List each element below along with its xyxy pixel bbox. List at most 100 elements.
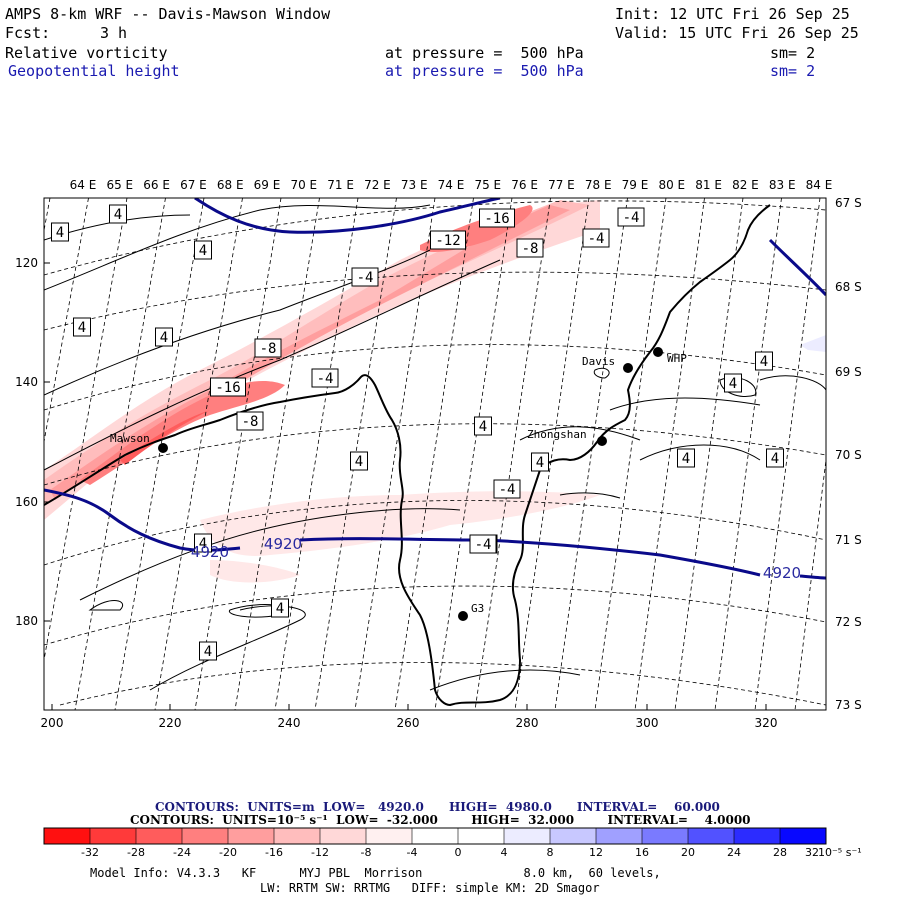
- lat-lon-graticule: [44, 198, 826, 710]
- colorbar-label: -8: [360, 846, 372, 859]
- station-marker: [597, 436, 607, 446]
- field1-level: at pressure = 500 hPa: [385, 44, 584, 62]
- vort-label: -4: [623, 210, 640, 226]
- meridian-line: [394, 198, 474, 710]
- vort-label-box: [109, 204, 127, 224]
- stations: Mawson Davis WHP Zhongshan G3: [110, 347, 687, 621]
- colorbar-label: 28: [773, 846, 787, 859]
- vort-label-box: [350, 451, 368, 471]
- vort-label-box: [254, 338, 282, 358]
- lon-label: 67 E: [180, 178, 207, 192]
- colorbar-swatch: [228, 828, 275, 844]
- lon-label: 66 E: [143, 178, 170, 192]
- colorbar-swatch: [274, 828, 321, 844]
- meridian-line: [44, 198, 128, 663]
- vort-label: 4: [78, 320, 86, 336]
- vort-label-box: [199, 641, 217, 661]
- colorbar-swatch: [504, 828, 551, 844]
- station-label: G3: [471, 602, 484, 615]
- x-tick-label: 240: [278, 716, 301, 730]
- meridian-line: [194, 198, 282, 710]
- colorbar-swatch: [44, 828, 91, 844]
- colorbar-unit: 10⁻⁵ s⁻¹: [818, 846, 862, 859]
- meridian-line: [634, 198, 705, 710]
- meridian-line: [434, 198, 513, 710]
- coastline: [44, 204, 771, 707]
- model-info-line1: Model Info: V4.3.3 KF MYJ PBL Morrison 8…: [90, 866, 661, 880]
- vort-label: -12: [435, 233, 460, 249]
- meridian-line: [594, 198, 667, 710]
- vort-label: 4: [682, 451, 690, 467]
- colorbar-label: 32: [805, 846, 819, 859]
- station-label: Davis: [582, 355, 615, 368]
- colorbar-label: 4: [500, 846, 508, 859]
- lon-label: 64 E: [70, 178, 97, 192]
- lon-label: 71 E: [327, 178, 354, 192]
- meridian-line: [714, 198, 782, 710]
- meridian-line: [44, 198, 89, 444]
- height-label: 4920: [763, 564, 801, 582]
- vort-label: -8: [260, 341, 277, 357]
- colorbar-swatch: [596, 828, 643, 844]
- lon-label: 78 E: [585, 178, 612, 192]
- vort-label-box: [73, 317, 91, 337]
- station-marker: [623, 363, 633, 373]
- vort-label-box: [766, 448, 784, 468]
- colorbar-label: -12: [311, 846, 329, 859]
- x-tick-label: 200: [41, 716, 64, 730]
- colorbar-swatch: [320, 828, 367, 844]
- lat-label: 68 S: [835, 280, 862, 294]
- colorbar-swatch: [366, 828, 413, 844]
- lon-label: 69 E: [254, 178, 281, 192]
- meridian-line: [44, 198, 51, 233]
- station-marker: [653, 347, 663, 357]
- vort-label-box: [194, 240, 212, 260]
- height-labels: 4920 4920 4920: [191, 535, 801, 582]
- height-label: 4920: [191, 543, 229, 561]
- lon-label: 74 E: [438, 178, 465, 192]
- field2-smooth: sm= 2: [770, 62, 816, 80]
- vort-label: 4: [760, 354, 768, 370]
- lon-label: 72 E: [364, 178, 391, 192]
- station-label: Mawson: [110, 432, 150, 445]
- lat-label: 73 S: [835, 698, 862, 712]
- vort-label: 4: [199, 243, 207, 259]
- map-plot-area: 44444-4-8-16-8-4-12-16-8-4-444-4-4444444…: [44, 198, 826, 710]
- vort-label-box: [617, 207, 645, 227]
- colorbar-label: 12: [589, 846, 603, 859]
- x-tick-label: 300: [636, 716, 659, 730]
- model-info-line2: LW: RRTM SW: RRTMG DIFF: simple KM: 2D S…: [260, 881, 600, 895]
- fcst-label: Fcst:: [5, 24, 51, 42]
- vort-label-box: [677, 448, 695, 468]
- meridian-line: [354, 198, 436, 710]
- vort-label: -4: [475, 537, 492, 553]
- field2-name: Geopotential height: [8, 62, 180, 80]
- meridian-line: [74, 198, 166, 710]
- vort-label-box: [516, 238, 544, 258]
- x-tick-label: 320: [755, 716, 778, 730]
- colorbar-label: -24: [173, 846, 191, 859]
- lat-label: 70 S: [835, 448, 862, 462]
- vort-label-box: [582, 228, 610, 248]
- colorbar-swatch: [642, 828, 689, 844]
- colorbar-label: 16: [635, 846, 649, 859]
- colorbar-label: -32: [81, 846, 99, 859]
- vort-label: 4: [114, 207, 122, 223]
- meridian-line: [554, 198, 628, 710]
- colorbar-swatch: [182, 828, 229, 844]
- station-marker: [458, 611, 468, 621]
- vort-label: 4: [56, 225, 64, 241]
- vort-label-box: [210, 377, 246, 397]
- vort-label: 4: [771, 451, 779, 467]
- x-tick-label: 220: [159, 716, 182, 730]
- lon-label: 84 E: [806, 178, 833, 192]
- contours-height: CONTOURS: UNITS=m LOW= 4920.0 HIGH= 4980…: [155, 800, 720, 814]
- meridian-line: [754, 198, 821, 710]
- colorbar-frame: [43, 827, 827, 845]
- lat-label: 72 S: [835, 615, 862, 629]
- vort-label: 4: [276, 601, 284, 617]
- x-tick-label: 260: [397, 716, 420, 730]
- lon-label: 79 E: [622, 178, 649, 192]
- colorbar-label: 8: [546, 846, 554, 859]
